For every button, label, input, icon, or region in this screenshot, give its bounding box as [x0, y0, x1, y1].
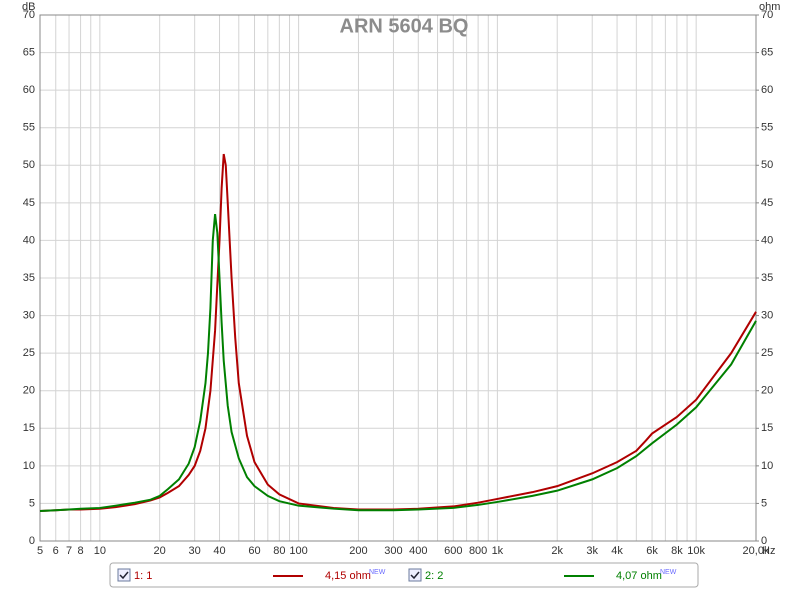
y-tick-label: 60 [23, 84, 35, 96]
x-tick-label: 800 [469, 545, 487, 557]
x-tick-label: 400 [409, 545, 427, 557]
x-tick-label: 20 [154, 545, 166, 557]
y-tick-label: 55 [23, 122, 35, 134]
legend-checkbox[interactable] [117, 568, 131, 582]
x-tick-label: 300 [384, 545, 402, 557]
x-tick-label: 30 [189, 545, 201, 557]
y2-tick-label: 60 [761, 84, 773, 96]
legend-readout: 4,07 ohm [616, 570, 662, 582]
legend-checkbox[interactable] [408, 568, 422, 582]
x-tick-label: 60 [248, 545, 260, 557]
legend-label: 1: 1 [134, 570, 152, 582]
y-tick-label: 35 [23, 272, 35, 284]
y2-tick-label: 10 [761, 460, 773, 472]
y2-tick-label: 55 [761, 122, 773, 134]
y2-tick-label: 20 [761, 385, 773, 397]
y2-tick-label: 15 [761, 422, 773, 434]
y-tick-label: 30 [23, 309, 35, 321]
y-axis-unit: dB [22, 1, 35, 13]
chart-title: ARN 5604 BQ [340, 15, 469, 37]
x-tick-label: 200 [349, 545, 367, 557]
y-tick-label: 70 [23, 9, 35, 21]
y-tick-label: 5 [29, 497, 35, 509]
x-axis-unit: Hz [762, 545, 775, 557]
x-tick-label: 8 [78, 545, 84, 557]
legend-box [109, 562, 699, 588]
y-tick-label: 0 [29, 535, 35, 547]
legend-readout: 4,15 ohm [325, 570, 371, 582]
x-tick-label: 1k [492, 545, 504, 557]
x-tick-label: 10 [94, 545, 106, 557]
y2-tick-label: 40 [761, 234, 773, 246]
x-tick-label: 3k [586, 545, 598, 557]
x-tick-label: 2k [551, 545, 563, 557]
x-tick-label: 100 [289, 545, 307, 557]
y2-tick-label: 35 [761, 272, 773, 284]
legend-checkmark[interactable] [410, 571, 420, 580]
y2-tick-label: 25 [761, 347, 773, 359]
y2-tick-label: 0 [761, 535, 767, 547]
x-tick-label: 20,0k [743, 545, 770, 557]
y-tick-label: 20 [23, 385, 35, 397]
legend-checkmark[interactable] [119, 571, 129, 580]
y2-tick-label: 30 [761, 309, 773, 321]
legend-badge: NEW [369, 569, 386, 576]
y-tick-label: 50 [23, 159, 35, 171]
legend-label: 2: 2 [425, 570, 443, 582]
y-tick-label: 40 [23, 234, 35, 246]
x-tick-label: 600 [444, 545, 462, 557]
y-tick-label: 10 [23, 460, 35, 472]
legend-badge: NEW [660, 569, 677, 576]
series-line [39, 153, 757, 512]
grid [39, 14, 757, 542]
x-tick-label: 4k [611, 545, 623, 557]
y-tick-label: 45 [23, 197, 35, 209]
x-tick-label: 7 [66, 545, 72, 557]
y2-tick-label: 5 [761, 497, 767, 509]
x-tick-label: 8k [671, 545, 683, 557]
x-tick-label: 5 [37, 545, 43, 557]
x-tick-label: 6k [646, 545, 658, 557]
x-tick-label: 80 [273, 545, 285, 557]
y-tick-label: 25 [23, 347, 35, 359]
x-tick-label: 40 [213, 545, 225, 557]
x-tick-label: 6 [53, 545, 59, 557]
y2-tick-label: 65 [761, 46, 773, 58]
x-tick-label: 10k [687, 545, 705, 557]
y-tick-label: 65 [23, 46, 35, 58]
y2-tick-label: 45 [761, 197, 773, 209]
y2-tick-label: 50 [761, 159, 773, 171]
y-tick-label: 15 [23, 422, 35, 434]
y2-tick-label: 70 [761, 9, 773, 21]
series-line [39, 214, 757, 512]
y2-axis-unit: ohm [759, 1, 780, 13]
